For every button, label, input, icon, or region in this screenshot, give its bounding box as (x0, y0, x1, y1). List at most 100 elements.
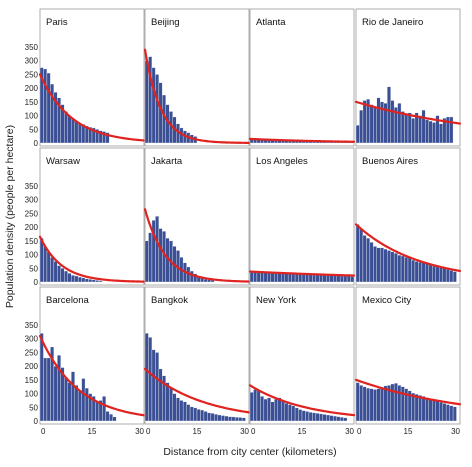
bar-new-york-2 (256, 390, 261, 422)
bar-new-york-6 (270, 401, 275, 422)
bar-barcelona-2 (46, 357, 51, 422)
bar-warsaw-4 (53, 261, 58, 283)
bar-los-angeles-21 (322, 274, 327, 283)
bar-jakarta-1 (148, 232, 153, 283)
bar-los-angeles-4 (263, 272, 268, 283)
bar-warsaw-5 (57, 265, 61, 283)
bar-barcelona-16 (95, 401, 100, 422)
bar-mexico-city-23 (435, 401, 440, 422)
bar-buenos-aires-1 (359, 228, 364, 283)
bar-warsaw-3 (50, 257, 55, 283)
bar-barcelona-21 (112, 416, 117, 422)
bar-bangkok-23 (224, 415, 229, 422)
bar-new-york-14 (298, 409, 303, 422)
bar-mexico-city-1 (359, 385, 364, 422)
bar-buenos-aires-25 (442, 268, 447, 283)
bar-bangkok-2 (151, 349, 156, 422)
bar-bangkok-16 (200, 409, 205, 422)
bar-mexico-city-5 (373, 389, 377, 422)
bar-rio-de-janeiro-13 (400, 111, 405, 144)
bar-rio-de-janeiro-0 (355, 124, 360, 144)
y-tick-label-warsaw-250: 250 (25, 209, 39, 218)
bar-los-angeles-7 (274, 273, 278, 283)
x-tick-label-mexico-city-30: 30 (451, 427, 460, 436)
bar-paris-10 (74, 120, 79, 144)
bar-new-york-13 (294, 407, 299, 422)
bar-bangkok-1 (148, 337, 153, 422)
city-label-bangkok: Bangkok (151, 295, 188, 306)
bar-los-angeles-0 (249, 272, 254, 283)
bar-buenos-aires-4 (369, 242, 374, 283)
fit-curve-buenos-aires (354, 223, 462, 273)
bar-barcelona-11 (77, 390, 82, 422)
bar-warsaw-14 (88, 279, 93, 283)
bar-buenos-aires-11 (393, 253, 398, 283)
fit-curve-bangkok (143, 367, 251, 414)
bar-los-angeles-8 (277, 273, 282, 283)
bar-new-york-26 (339, 416, 344, 422)
bar-warsaw-1 (43, 246, 48, 283)
y-tick-label-barcelona-150: 150 (25, 376, 39, 385)
bar-bangkok-12 (186, 404, 191, 422)
bar-los-angeles-17 (308, 274, 313, 283)
bar-bangkok-14 (193, 407, 198, 422)
bar-bangkok-11 (182, 401, 187, 422)
bar-paris-8 (67, 115, 72, 144)
city-label-warsaw: Warsaw (46, 156, 80, 167)
bar-beijing-0 (144, 60, 149, 144)
bar-los-angeles-1 (253, 271, 258, 283)
bar-barcelona-9 (71, 371, 75, 422)
bar-bangkok-19 (210, 413, 215, 422)
bar-buenos-aires-22 (432, 265, 436, 283)
bar-mexico-city-20 (425, 397, 429, 422)
bar-bangkok-27 (238, 417, 243, 422)
city-label-los-angeles: Los Angeles (256, 156, 308, 167)
bar-rio-de-janeiro-19 (421, 109, 426, 144)
bar-mexico-city-4 (369, 388, 374, 422)
bar-bangkok-0 (144, 333, 149, 422)
bar-buenos-aires-27 (449, 270, 454, 283)
bar-bangkok-6 (165, 382, 170, 422)
bar-barcelona-18 (102, 396, 107, 422)
bar-bangkok-17 (203, 411, 208, 422)
bar-los-angeles-9 (281, 273, 285, 283)
bar-rio-de-janeiro-14 (404, 114, 409, 144)
bar-buenos-aires-14 (404, 257, 409, 283)
bar-bangkok-4 (158, 368, 163, 422)
bar-jakarta-4 (158, 228, 163, 283)
bar-los-angeles-19 (315, 274, 320, 283)
bar-buenos-aires-26 (445, 269, 450, 283)
bar-warsaw-17 (98, 280, 103, 283)
bar-paris-9 (71, 118, 75, 144)
bar-barcelona-12 (81, 378, 86, 422)
bar-new-york-0 (249, 392, 254, 422)
bar-barcelona-19 (105, 411, 110, 422)
bar-bangkok-18 (207, 412, 212, 422)
bar-los-angeles-10 (284, 273, 289, 283)
bar-new-york-27 (343, 417, 348, 422)
bar-bangkok-3 (155, 352, 160, 422)
panel-frame-atlanta (249, 8, 355, 147)
bar-mexico-city-0 (355, 382, 360, 422)
bar-buenos-aires-6 (376, 247, 381, 283)
bar-los-angeles-13 (294, 273, 299, 283)
bar-jakarta-17 (203, 279, 208, 283)
bar-buenos-aires-8 (383, 248, 388, 283)
fit-curve-new-york (248, 384, 356, 417)
bar-rio-de-janeiro-4 (369, 104, 374, 144)
y-tick-label-paris-0: 0 (34, 139, 39, 148)
bar-mexico-city-24 (439, 402, 443, 422)
bar-los-angeles-16 (305, 274, 310, 283)
bar-bangkok-26 (234, 416, 239, 422)
bar-bangkok-28 (241, 417, 246, 422)
bar-mexico-city-13 (400, 386, 405, 422)
bar-buenos-aires-13 (400, 255, 405, 283)
x-tick-label-new-york-0: 0 (251, 427, 256, 436)
panel-frame-beijing (144, 8, 250, 147)
bar-paris-19 (105, 132, 110, 144)
bar-buenos-aires-28 (452, 271, 457, 283)
bar-new-york-22 (326, 414, 330, 422)
bar-new-york-4 (263, 398, 268, 422)
bar-barcelona-20 (109, 413, 113, 422)
